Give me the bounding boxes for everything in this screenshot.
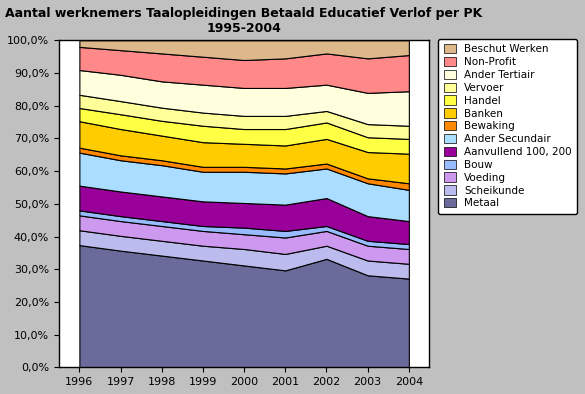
Legend: Beschut Werken, Non-Profit, Ander Tertiair, Vervoer, Handel, Banken, Bewaking, A: Beschut Werken, Non-Profit, Ander Tertia… xyxy=(438,39,577,214)
Title: Aantal werknemers Taalopleidingen Betaald Educatief Verlof per PK
1995-2004: Aantal werknemers Taalopleidingen Betaal… xyxy=(5,7,483,35)
